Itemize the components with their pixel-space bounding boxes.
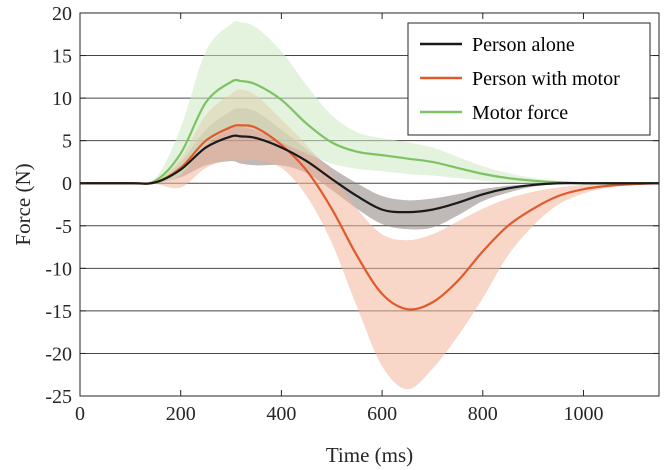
axes-layer bbox=[79, 12, 660, 397]
y-axis-label: Force (N) bbox=[11, 163, 35, 245]
y-tick-label: 15 bbox=[52, 46, 72, 68]
y-tick-label: 10 bbox=[52, 88, 72, 110]
y-tick-label: -5 bbox=[55, 216, 72, 238]
legend-label: Motor force bbox=[472, 102, 568, 124]
y-tick-label: -25 bbox=[45, 386, 72, 408]
y-tick-label: -20 bbox=[45, 343, 72, 365]
tick-layer: 0 200 400 600 800 1000 -25 -20 -15 -10 -5 0 5 10 15 20 bbox=[45, 3, 659, 425]
band-person-with-motor bbox=[80, 89, 659, 390]
legend-label: Person with motor bbox=[472, 68, 620, 90]
x-tick-label: 400 bbox=[266, 403, 296, 425]
y-tick-label: -15 bbox=[45, 301, 72, 323]
legend-label: Person alone bbox=[472, 34, 575, 56]
y-tick-label: 20 bbox=[52, 3, 72, 25]
x-tick-label: 0 bbox=[75, 403, 85, 425]
line-layer bbox=[79, 78, 660, 311]
legend: Person alone Person with motor Motor force bbox=[407, 22, 651, 136]
series-line-person-with-motor bbox=[79, 124, 660, 311]
y-tick-label: 0 bbox=[62, 173, 72, 195]
x-tick-label: 200 bbox=[166, 403, 196, 425]
y-tick-label: -10 bbox=[45, 258, 72, 280]
x-tick-label: 600 bbox=[367, 403, 397, 425]
plot-frame bbox=[79, 12, 660, 397]
y-tick-label: 5 bbox=[62, 131, 72, 153]
x-tick-label: 800 bbox=[468, 403, 498, 425]
x-axis-label: Time (ms) bbox=[326, 443, 413, 467]
x-tick-label: 1000 bbox=[563, 403, 603, 425]
series-line-person-alone bbox=[79, 134, 659, 214]
band-motor-force bbox=[80, 21, 659, 184]
